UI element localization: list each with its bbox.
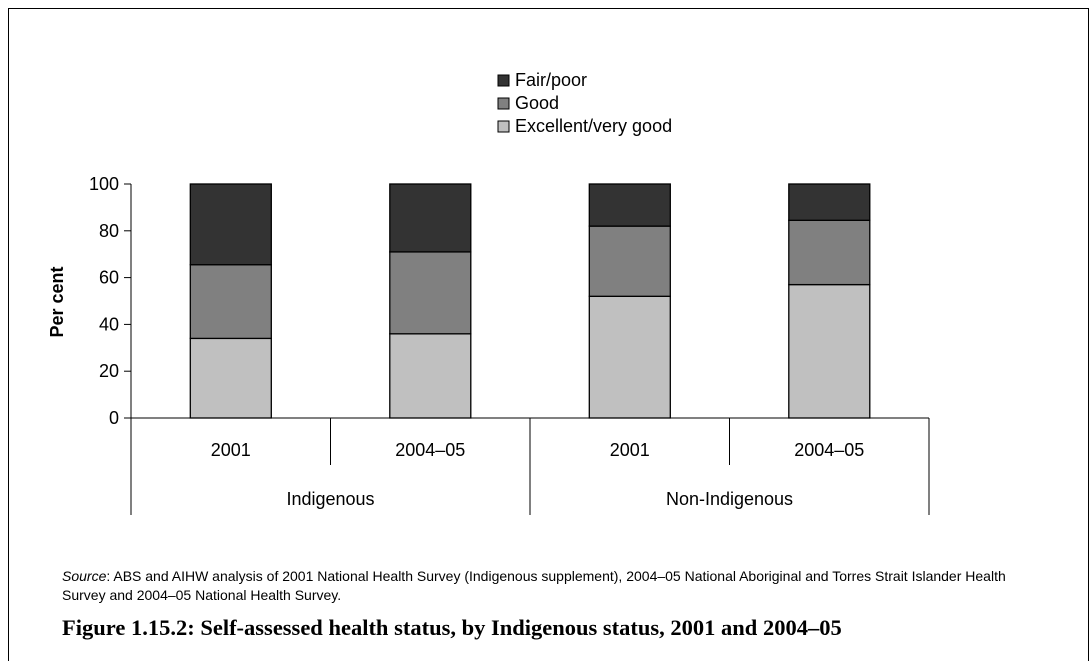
x-category-label-3: 2004–05 [794,440,864,460]
axes-layer: 0 20 40 60 80 100 2001 2004–05 2001 2004–05 Indige… [89,174,930,515]
stacked-bar-chart: Fair/poor Good Excellent/very good 0 20 40 60… [47,70,930,515]
bar-segment-fair-poor-1 [389,183,472,253]
legend-label-0: Fair/poor [515,70,587,90]
bar-segment-excellent-very-good-1 [389,333,472,419]
y-tick-label-100: 100 [89,174,119,194]
legend-label-2: Excellent/very good [515,116,672,136]
figure-frame [8,8,1089,661]
y-tick-label-40: 40 [99,314,119,334]
source-text: : ABS and AIHW analysis of 2001 National… [62,568,1006,603]
y-axis-label: Per cent [47,266,67,337]
y-tick-label-20: 20 [99,361,119,381]
bar-segment-good-1 [389,251,472,335]
x-category-label-0: 2001 [211,440,251,460]
x-group-label-0: Indigenous [286,489,374,509]
bar-segment-excellent-very-good-2 [588,295,671,419]
bar-segment-good-0 [189,264,272,340]
x-group-label-1: Non-Indigenous [666,489,793,509]
bar-segment-excellent-very-good-3 [788,283,871,419]
bar-segment-fair-poor-3 [788,183,871,221]
source-note: Source: ABS and AIHW analysis of 2001 Na… [62,567,1022,605]
figure-caption: Figure 1.15.2: Self-assessed health stat… [62,615,842,640]
bars-layer [189,183,871,419]
x-category-label-2: 2001 [610,440,650,460]
bar-segment-good-3 [788,219,871,286]
y-tick-label-80: 80 [99,221,119,241]
bar-segment-good-2 [588,225,671,297]
legend-swatch-1 [497,97,510,110]
legend-swatch-2 [497,120,510,133]
bar-segment-fair-poor-2 [588,183,671,227]
y-tick-label-0: 0 [109,408,119,428]
bar-segment-excellent-very-good-0 [189,337,272,419]
bar-segment-fair-poor-0 [189,183,272,266]
x-category-label-1: 2004–05 [395,440,465,460]
legend-label-1: Good [515,93,559,113]
y-tick-label-60: 60 [99,268,119,288]
chart-legend: Fair/poor Good Excellent/very good [497,70,672,136]
legend-swatch-0 [497,74,510,87]
source-label: Source [62,568,107,584]
